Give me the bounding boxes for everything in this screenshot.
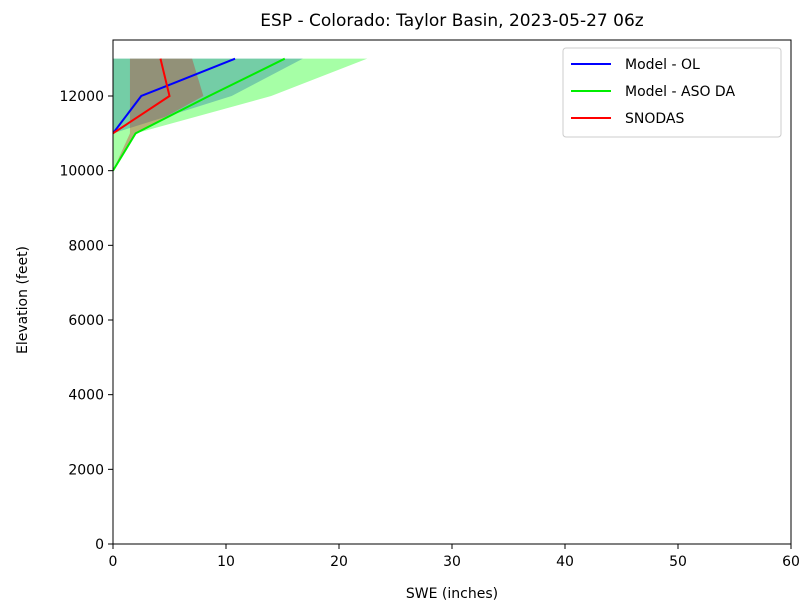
legend: Model - OL Model - ASO DA SNODAS	[562, 47, 782, 138]
x-tick-label: 10	[217, 554, 235, 570]
model-ol-line	[113, 57, 236, 134]
plot-area: 0 10 20 30 40 50 60 0 2000 4000 6000 8000 10000 12000	[59, 39, 800, 570]
chart-title: ESP - Colorado: Taylor Basin, 2023-05-27…	[260, 11, 643, 31]
x-tick-label: 40	[556, 554, 574, 570]
x-axis-label: SWE (inches)	[406, 586, 498, 602]
y-tick-label: 0	[95, 537, 104, 553]
snodas-line	[113, 58, 171, 135]
x-tick-label: 0	[109, 554, 118, 570]
model-aso-da-line	[113, 57, 286, 172]
y-tick-label: 2000	[68, 462, 104, 478]
legend-label-model-aso-da: Model - ASO DA	[625, 84, 735, 100]
y-tick-label: 12000	[59, 89, 104, 105]
legend-box	[562, 47, 782, 138]
plot-data	[113, 57, 368, 172]
y-tick-label: 6000	[68, 313, 104, 329]
snodas-band	[113, 58, 204, 171]
legend-label-snodas: SNODAS	[625, 111, 684, 127]
x-tick-label: 20	[330, 554, 348, 570]
x-tick-label: 60	[782, 554, 800, 570]
y-tick-label: 10000	[59, 164, 104, 180]
y-axis-label: Elevation (feet)	[15, 246, 31, 354]
y-tick-label: 4000	[68, 388, 104, 404]
legend-label-model-ol: Model - OL	[625, 57, 700, 73]
x-tick-label: 50	[669, 554, 687, 570]
x-tick-label: 30	[443, 554, 461, 570]
model-aso-da-band	[113, 58, 368, 171]
y-tick-label: 8000	[68, 238, 104, 254]
